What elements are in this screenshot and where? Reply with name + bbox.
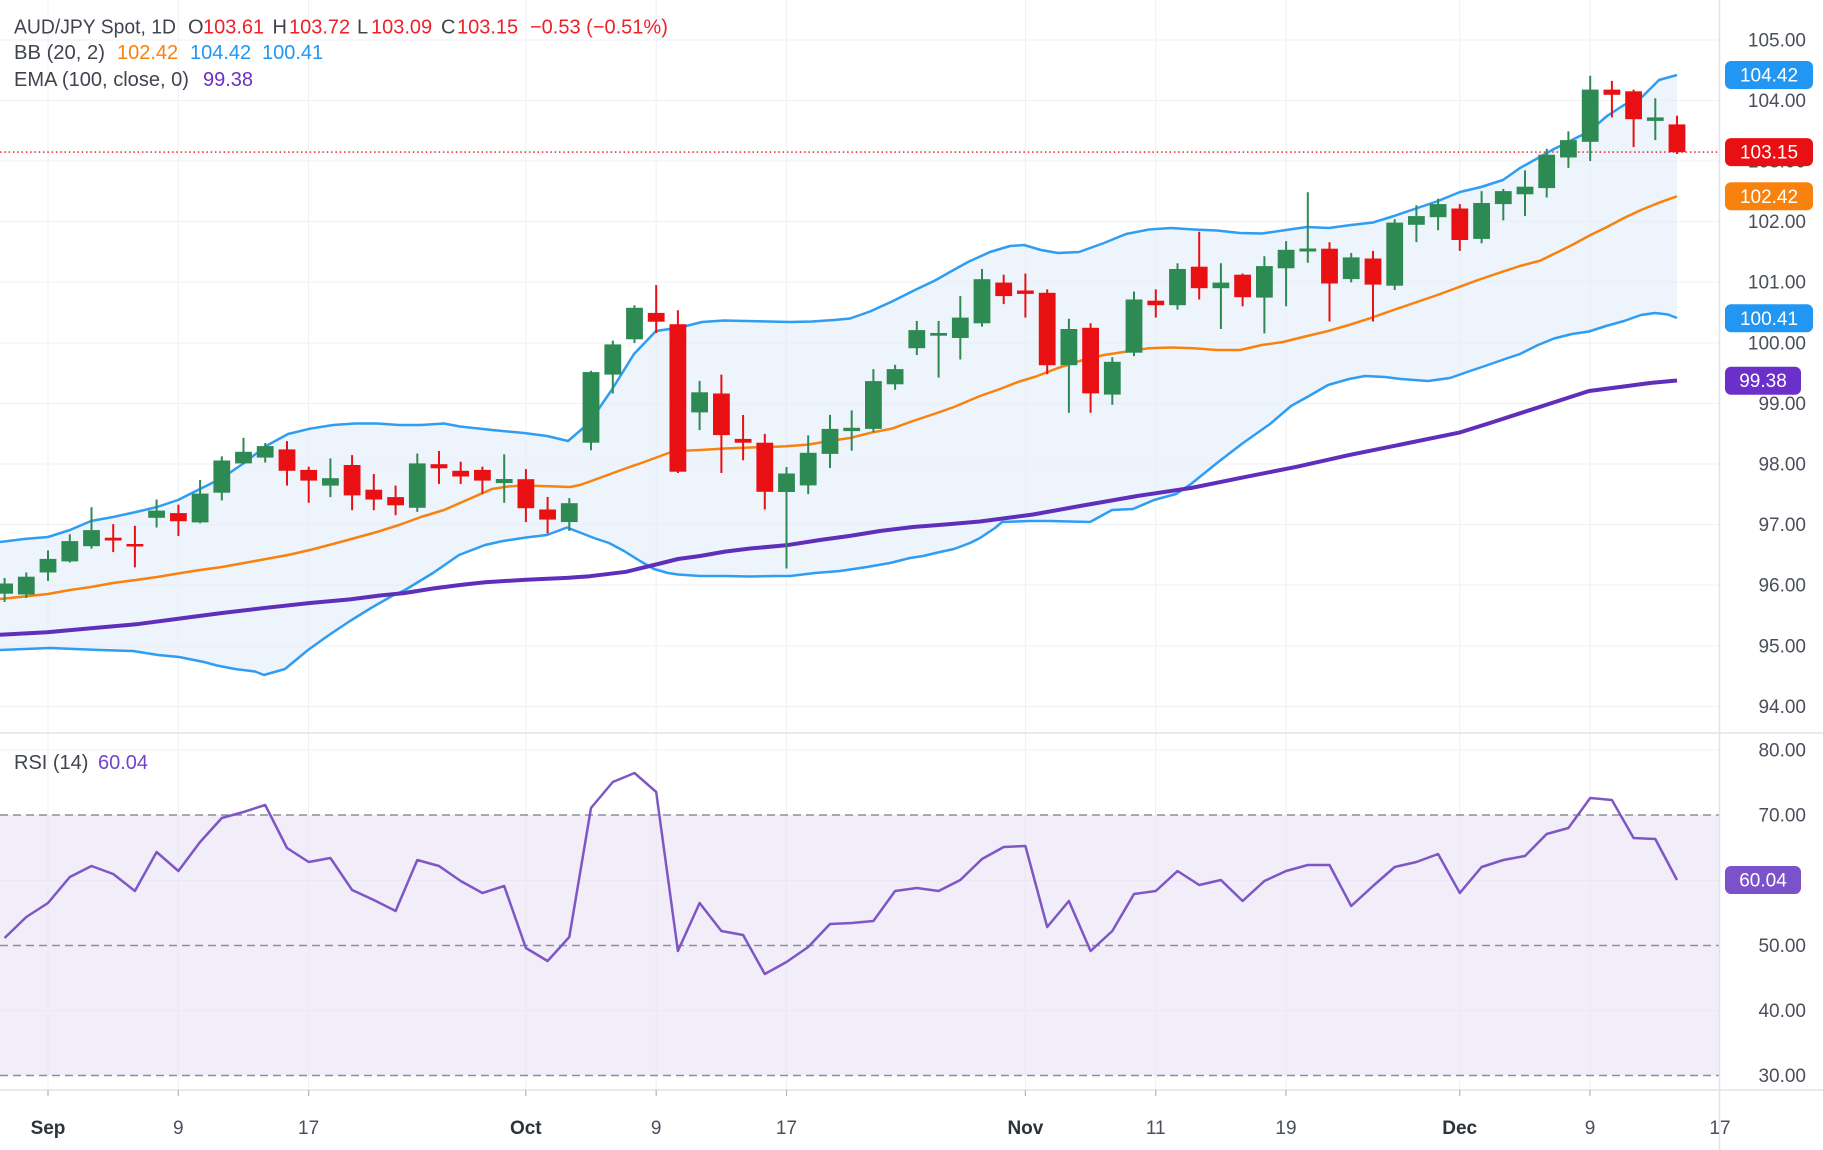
svg-text:40.00: 40.00: [1758, 1001, 1806, 1022]
svg-text:70.00: 70.00: [1758, 806, 1806, 827]
svg-text:19: 19: [1275, 1118, 1296, 1139]
svg-text:RSI (14): RSI (14): [14, 752, 88, 774]
svg-text:104.42: 104.42: [1740, 66, 1798, 87]
svg-text:O: O: [188, 17, 204, 39]
svg-text:99.38: 99.38: [1739, 371, 1787, 392]
svg-text:101.00: 101.00: [1748, 273, 1806, 294]
svg-text:103.72: 103.72: [289, 17, 350, 39]
svg-text:60.04: 60.04: [1739, 871, 1787, 892]
svg-text:9: 9: [651, 1118, 662, 1139]
svg-text:103.09: 103.09: [371, 17, 432, 39]
svg-text:Oct: Oct: [510, 1118, 542, 1139]
svg-text:102.42: 102.42: [1740, 187, 1798, 208]
svg-text:Sep: Sep: [31, 1118, 66, 1139]
svg-text:99.38: 99.38: [203, 69, 253, 91]
svg-text:EMA (100, close, 0): EMA (100, close, 0): [14, 69, 189, 91]
svg-text:AUD/JPY Spot, 1D: AUD/JPY Spot, 1D: [14, 17, 176, 39]
svg-text:103.15: 103.15: [457, 17, 518, 39]
svg-text:102.00: 102.00: [1748, 212, 1806, 233]
svg-text:96.00: 96.00: [1758, 576, 1806, 597]
svg-text:9: 9: [1585, 1118, 1596, 1139]
svg-text:Dec: Dec: [1442, 1118, 1477, 1139]
svg-text:94.00: 94.00: [1758, 697, 1806, 718]
svg-text:100.41: 100.41: [262, 42, 323, 64]
svg-text:17: 17: [1709, 1118, 1730, 1139]
svg-text:104.00: 104.00: [1748, 91, 1806, 112]
svg-text:102.42: 102.42: [117, 42, 178, 64]
svg-text:103.15: 103.15: [1740, 143, 1798, 164]
svg-text:11: 11: [1146, 1118, 1166, 1139]
svg-text:104.42: 104.42: [190, 42, 251, 64]
svg-text:97.00: 97.00: [1758, 515, 1806, 536]
svg-text:17: 17: [298, 1118, 319, 1139]
svg-text:50.00: 50.00: [1758, 936, 1806, 957]
svg-text:BB (20, 2): BB (20, 2): [14, 42, 105, 64]
svg-text:−0.53 (−0.51%): −0.53 (−0.51%): [530, 17, 668, 39]
svg-text:100.41: 100.41: [1740, 309, 1798, 330]
svg-text:100.00: 100.00: [1748, 334, 1806, 355]
svg-text:30.00: 30.00: [1758, 1066, 1806, 1087]
svg-text:99.00: 99.00: [1758, 394, 1806, 415]
svg-text:L: L: [357, 17, 368, 39]
svg-text:C: C: [441, 17, 455, 39]
svg-text:H: H: [273, 17, 287, 39]
svg-text:60.04: 60.04: [98, 752, 148, 774]
svg-text:Nov: Nov: [1007, 1118, 1043, 1139]
svg-text:9: 9: [173, 1118, 184, 1139]
svg-text:95.00: 95.00: [1758, 637, 1806, 658]
svg-text:105.00: 105.00: [1748, 31, 1806, 52]
svg-text:17: 17: [776, 1118, 797, 1139]
svg-text:103.61: 103.61: [203, 17, 264, 39]
svg-text:80.00: 80.00: [1758, 741, 1806, 762]
svg-text:98.00: 98.00: [1758, 455, 1806, 476]
